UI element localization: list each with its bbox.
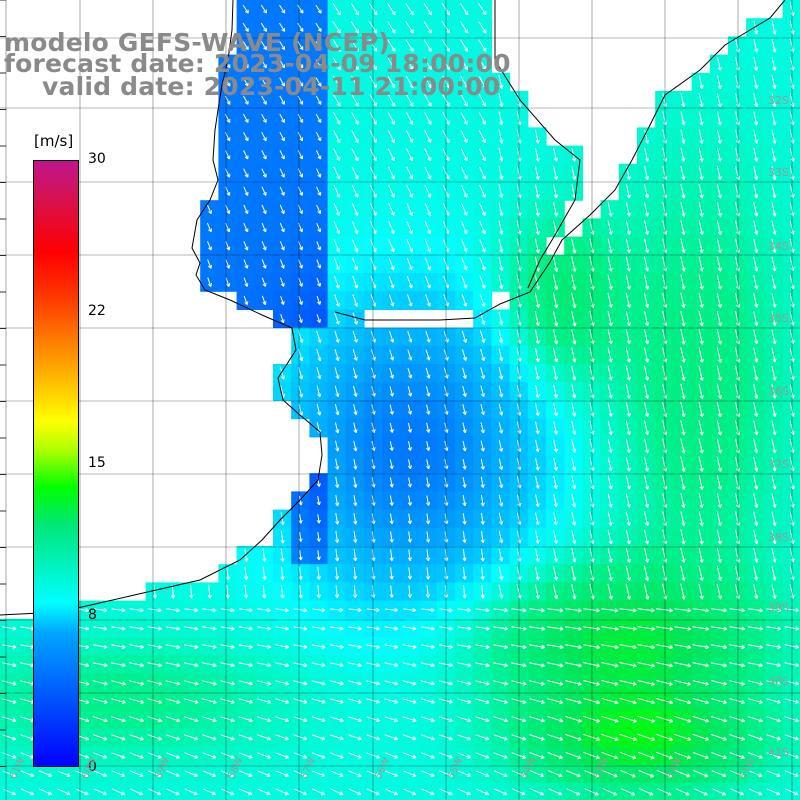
wind-arrow [405,57,414,71]
wind-arrow [771,20,777,35]
wind-arrow [332,21,341,34]
colorbar-tick-22: 22 [88,303,106,319]
colorbar-tick-15: 15 [88,455,106,471]
wind-arrow [261,59,267,69]
wind-arrow [350,39,359,52]
wind-arrow [459,3,469,16]
wind-arrow [387,21,396,34]
wind-arrow [242,4,249,14]
wind-arrow [405,21,414,34]
wind-arrow [423,21,432,34]
wind-arrow [405,3,414,16]
wind-arrow [423,39,432,52]
lat-label: 33S [768,166,789,179]
wind-arrow [297,22,304,32]
wind-arrow [423,3,432,16]
wind-arrow [242,41,249,51]
wind-arrow [242,77,249,87]
lat-label: 37S [768,458,789,471]
wind-arrow [332,57,341,71]
wind-arrow [242,22,249,32]
wind-arrow [460,57,469,71]
wind-arrow [460,39,469,52]
wind-arrow [315,41,322,51]
wind-arrow [279,22,286,32]
wind-arrow [387,39,396,52]
wind-arrow [261,77,267,87]
lat-label: 38S [768,531,789,544]
lat-label: 34S [768,240,789,253]
wind-arrow [315,77,322,87]
wind-arrow [279,4,286,14]
wind-arrow [716,56,722,71]
wind-arrow [423,57,432,71]
valid-date: valid date: 2023-04-11 21:00:00 [42,72,501,101]
wind-arrow [350,57,359,71]
lat-label: 41S [768,746,789,759]
lat-label: 36S [768,385,789,398]
wind-arrow [297,4,304,14]
wind-arrow [350,21,360,34]
wind-arrow [459,21,469,34]
colorbar-tick-8: 8 [88,607,97,623]
wind-arrow [478,21,487,34]
wind-arrow [332,39,341,52]
wind-arrow [350,3,360,16]
wind-arrow [297,41,304,51]
colorbar-tick-30: 30 [88,151,106,167]
wind-arrow [260,41,267,51]
wind-arrow [771,38,777,53]
wind-arrow [260,22,267,32]
wind-arrow [242,59,249,69]
wind-arrow [315,59,322,69]
wind-arrow [279,59,285,69]
wind-arrow [753,38,759,53]
lat-label: 39S [768,601,789,614]
lat-label: 35S [768,312,789,325]
wind-arrow [387,3,396,16]
wind-arrow [315,22,322,32]
wind-arrow [260,4,267,14]
wind-arrow [478,39,487,52]
colorbar [33,160,79,767]
wind-arrow [405,39,414,52]
wind-arrow [387,57,396,71]
colorbar-unit: [m/s] [34,132,74,150]
wind-arrow [478,57,487,71]
wind-arrow [753,56,759,71]
wind-arrow [315,4,322,14]
wind-arrow [279,77,285,87]
wind-arrow [771,56,777,71]
wind-arrow [279,41,286,51]
lat-label: 40S [768,675,789,688]
wind-arrow [478,3,487,16]
lat-label: 32S [768,94,789,107]
wind-arrow [332,3,341,16]
